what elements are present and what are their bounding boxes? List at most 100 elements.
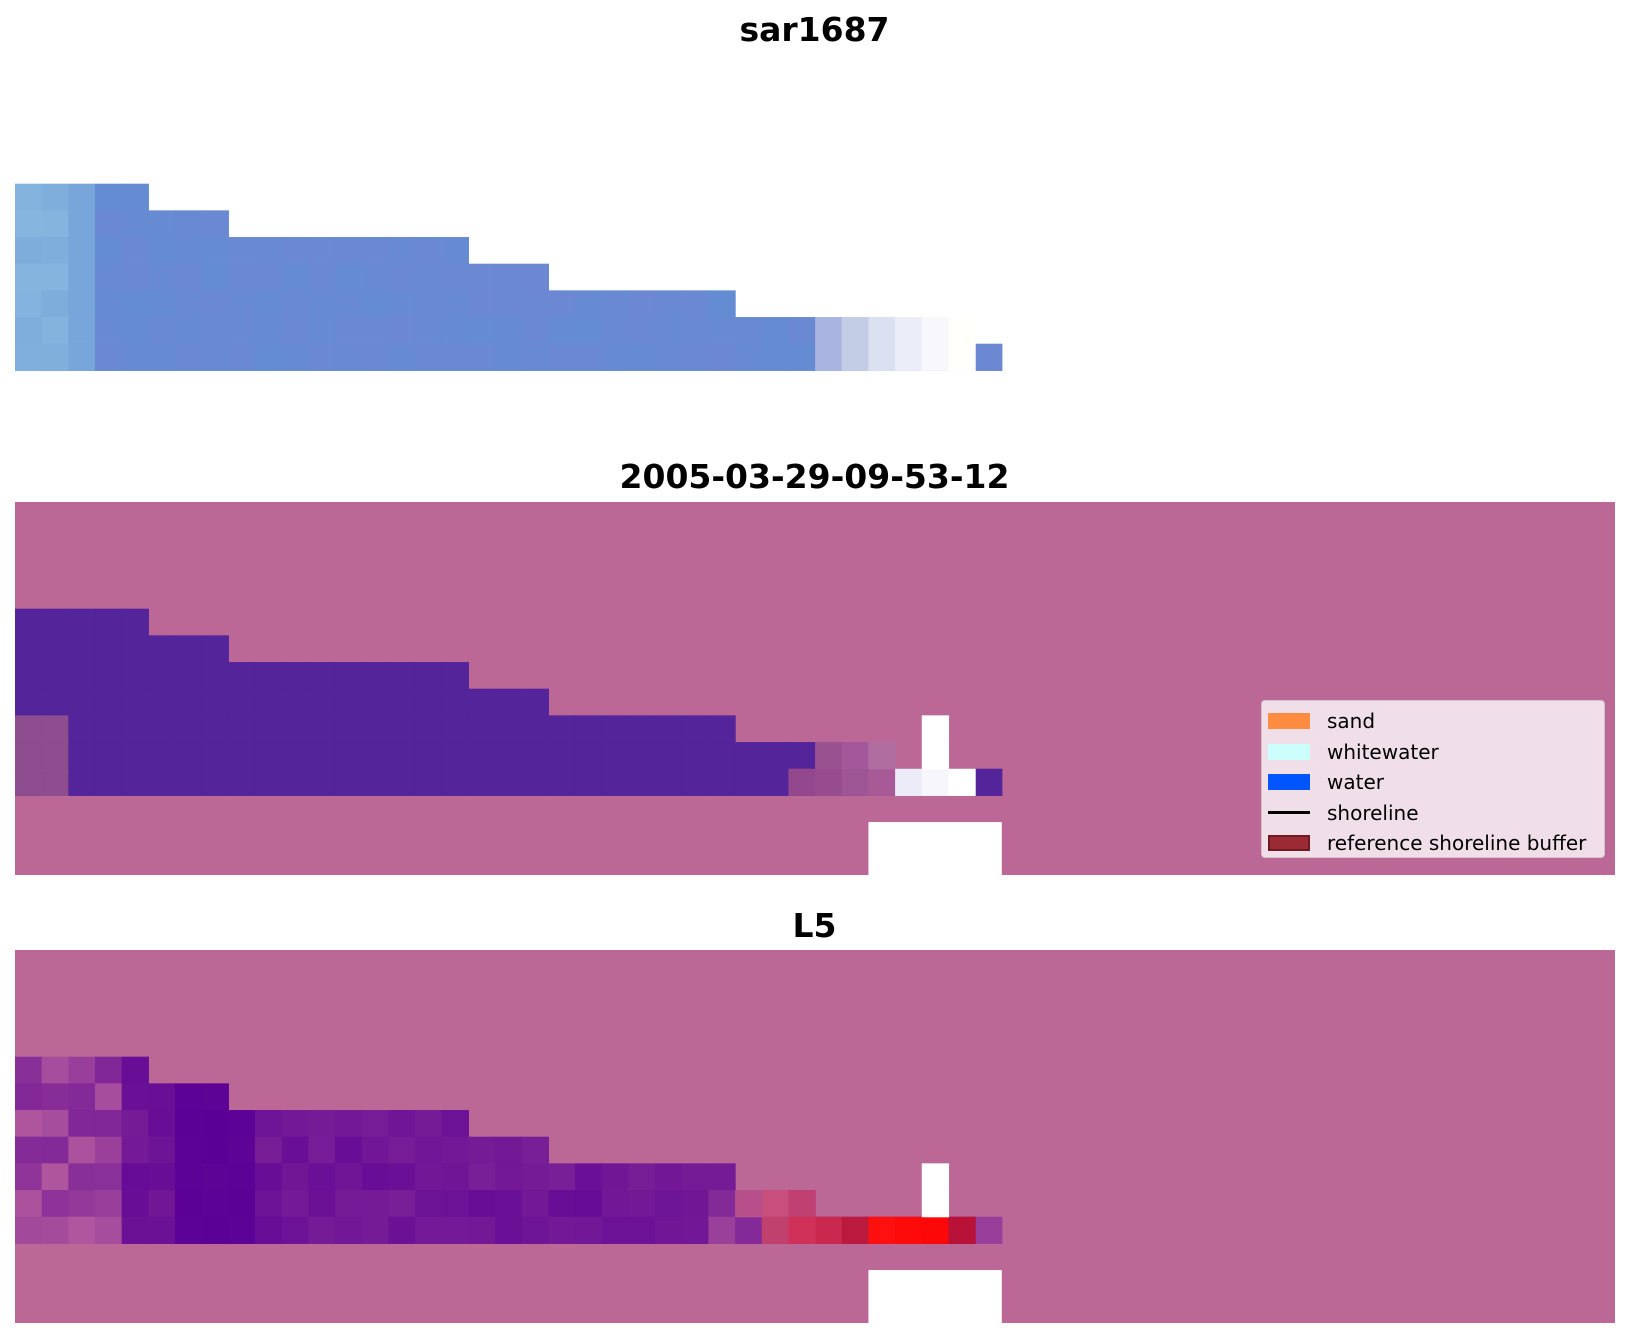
water-class-pixel xyxy=(41,662,69,690)
water-class-pixel xyxy=(441,742,469,770)
rgb-pixel xyxy=(281,290,309,318)
rgb-pixel xyxy=(201,210,229,238)
index-pixel xyxy=(175,1190,203,1218)
index-pixel xyxy=(255,1110,283,1138)
index-pixel xyxy=(548,1163,576,1191)
rgb-pixel xyxy=(361,237,389,265)
water-class-pixel xyxy=(735,768,763,796)
index-pixel xyxy=(95,1190,123,1218)
water-class-pixel xyxy=(575,715,603,743)
water-class-pixel xyxy=(255,768,283,796)
index-pixel xyxy=(121,1190,149,1218)
water-class-pixel xyxy=(281,688,309,716)
index-pixel xyxy=(148,1136,176,1164)
rgb-pixel xyxy=(148,290,176,318)
index-pixel xyxy=(95,1216,123,1244)
index-pixel xyxy=(68,1110,96,1138)
index-pixel xyxy=(121,1083,149,1111)
water-class-pixel xyxy=(308,662,336,690)
water-class-pixel xyxy=(415,715,443,743)
index-pixel xyxy=(121,1216,149,1244)
index-pixel xyxy=(335,1190,363,1218)
water-class-pixel xyxy=(281,768,309,796)
rgb-pixel xyxy=(548,343,576,371)
water-class-pixel xyxy=(255,742,283,770)
rgb-pixel xyxy=(921,343,950,371)
rgb-pixel xyxy=(175,317,203,345)
rgb-pixel xyxy=(228,343,256,371)
index-pixel xyxy=(361,1216,389,1244)
rgb-pixel xyxy=(441,317,469,345)
water-class-pixel xyxy=(201,662,229,690)
water-class-pixel xyxy=(68,715,96,743)
rgb-pixel xyxy=(388,263,416,291)
water-class-pixel xyxy=(415,768,443,796)
legend-item-water: water xyxy=(1268,767,1604,798)
water-class-pixel xyxy=(41,768,69,796)
water-class-pixel xyxy=(415,742,443,770)
water-class-pixel xyxy=(121,715,149,743)
rgb-pixel xyxy=(495,263,523,291)
water-class-pixel xyxy=(41,635,69,663)
water-class-pixel xyxy=(15,768,43,796)
transition-pixel xyxy=(841,742,870,770)
rgb-pixel xyxy=(41,290,69,318)
rgb-pixel xyxy=(521,290,549,318)
rgb-pixel xyxy=(201,237,229,265)
water-class-pixel xyxy=(628,768,656,796)
index-pixel xyxy=(175,1163,203,1191)
index-pixel xyxy=(468,1136,496,1164)
rgb-pixel xyxy=(121,210,149,238)
index-pixel xyxy=(281,1216,309,1244)
index-pixel xyxy=(15,1083,43,1111)
index-pixel xyxy=(15,1216,43,1244)
rgb-pixel xyxy=(95,183,123,211)
water-class-pixel xyxy=(95,715,123,743)
rgb-pixel xyxy=(255,343,283,371)
index-pixel xyxy=(468,1216,496,1244)
index-pixel xyxy=(228,1163,256,1191)
index-pixel xyxy=(628,1190,656,1218)
high-index-pixel xyxy=(895,1216,923,1244)
water-class-pixel xyxy=(15,742,43,770)
index-pixel xyxy=(521,1136,549,1164)
rgb-pixel xyxy=(681,290,710,318)
index-pixel xyxy=(655,1216,683,1244)
legend-label-water: water xyxy=(1327,770,1384,795)
index-pixel xyxy=(361,1190,389,1218)
water-class-pixel xyxy=(495,768,523,796)
rgb-pixel xyxy=(255,317,283,345)
water-class-pixel xyxy=(361,742,389,770)
rgb-pixel xyxy=(281,263,309,291)
water-class-pixel xyxy=(15,715,43,743)
index-pixel xyxy=(148,1110,176,1138)
index-pixel xyxy=(441,1110,469,1138)
index-pixel xyxy=(255,1216,283,1244)
water-class-pixel xyxy=(281,715,309,743)
index-pixel xyxy=(415,1190,443,1218)
index-pixel xyxy=(308,1110,336,1138)
water-class-pixel xyxy=(201,688,229,716)
index-pixel xyxy=(441,1163,469,1191)
rgb-pixel xyxy=(415,317,443,345)
water-class-pixel xyxy=(655,742,683,770)
rgb-pixel xyxy=(15,183,43,211)
index-pixel xyxy=(575,1190,603,1218)
water-class-pixel xyxy=(175,768,203,796)
water-class-pixel xyxy=(388,742,416,770)
index-pixel xyxy=(15,1110,43,1138)
index-pixel xyxy=(388,1216,416,1244)
rgb-pixel xyxy=(175,343,203,371)
water-class-pixel xyxy=(681,768,710,796)
legend-label-shoreline: shoreline xyxy=(1327,800,1419,825)
index-pixel xyxy=(975,1216,1003,1244)
rgb-pixel xyxy=(468,343,496,371)
rgb-pixel xyxy=(415,237,443,265)
panel-index-image xyxy=(15,950,1615,1323)
rgb-pixel xyxy=(201,263,229,291)
water-class-pixel xyxy=(255,662,283,690)
rgb-pixel xyxy=(281,343,309,371)
nodata-pixel xyxy=(921,742,950,770)
water-swatch xyxy=(1268,774,1310,791)
rgb-pixel xyxy=(15,317,43,345)
